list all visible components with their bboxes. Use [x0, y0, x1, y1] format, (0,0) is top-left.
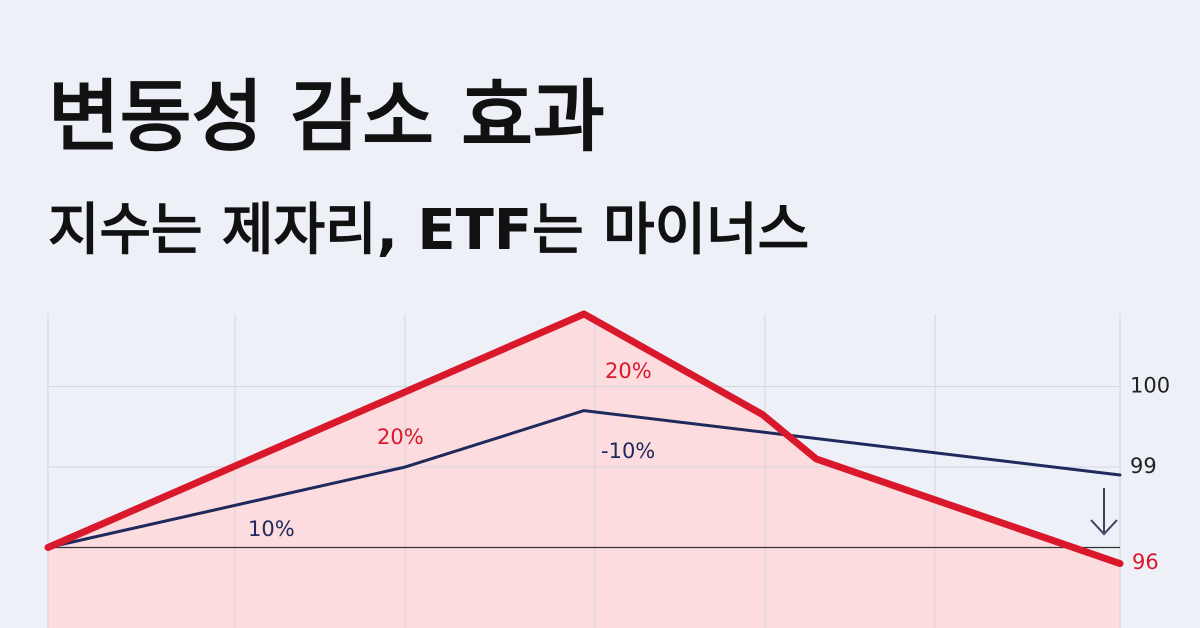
title: 변동성 감소 효과 [48, 72, 605, 162]
area [48, 314, 1120, 628]
down-arrow [1090, 488, 1118, 536]
annotation: 96 [1132, 550, 1159, 574]
annotation: -10% [601, 439, 655, 463]
y-tick-label: 100 [1130, 373, 1170, 397]
y-tick-label: 99 [1130, 454, 1157, 478]
subtitle: 지수는 제자리, ETF는 마이너스 [48, 198, 809, 263]
annotation: 20% [605, 359, 652, 383]
annotation: 10% [248, 517, 295, 541]
area-layer [48, 314, 1120, 628]
arrow-head [1090, 519, 1118, 536]
annotation: 20% [377, 425, 424, 449]
line [44, 310, 1124, 568]
vertical-grid [47, 314, 1121, 628]
line [46, 409, 1122, 549]
